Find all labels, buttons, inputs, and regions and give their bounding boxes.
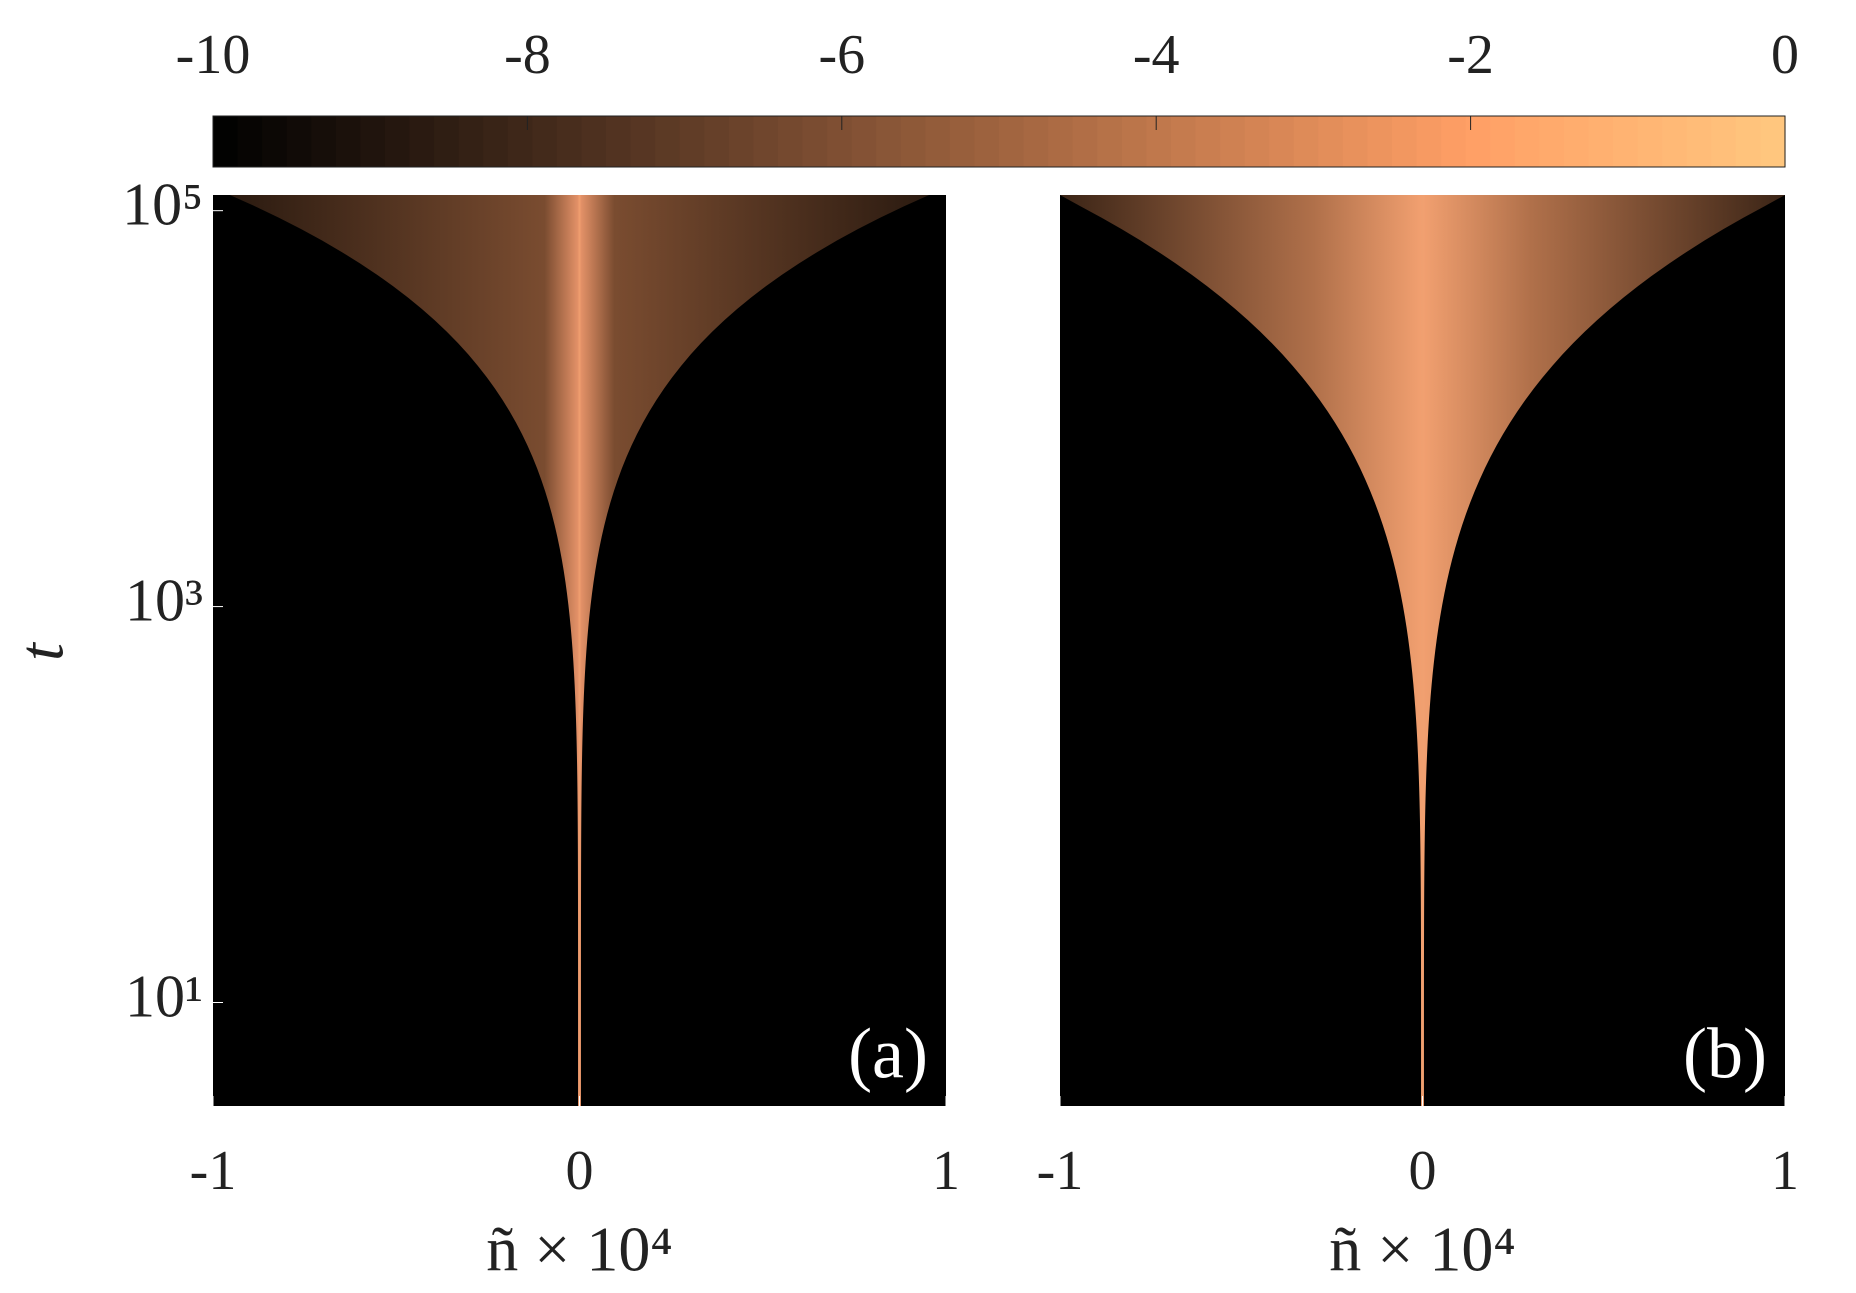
colorbar-cell	[1097, 116, 1123, 167]
colorbar-cell	[1072, 116, 1098, 167]
colorbar-cell	[1367, 116, 1393, 167]
colorbar-cell	[827, 116, 853, 167]
y-tick-label: 10³	[125, 567, 203, 633]
colorbar-cell	[655, 116, 681, 167]
colorbar-cell	[949, 116, 976, 167]
colorbar-cell	[851, 116, 877, 167]
colorbar-cell	[1293, 116, 1319, 167]
colorbar-tick-label: -6	[818, 24, 865, 86]
colorbar-cell	[679, 116, 705, 167]
colorbar-cell	[802, 116, 828, 167]
colorbar-cell	[1244, 116, 1270, 167]
colorbar-cell	[999, 116, 1025, 167]
colorbar-cell	[1318, 116, 1344, 167]
colorbar-cell	[213, 116, 239, 167]
colorbar-cell	[1637, 116, 1663, 167]
colorbar-tick-label: -4	[1133, 24, 1180, 86]
colorbar-cell	[434, 116, 460, 167]
colorbar-cell	[1170, 116, 1197, 167]
colorbar-cell	[335, 116, 361, 167]
y-tick-label: 10¹	[125, 963, 203, 1029]
panel-label: (a)	[848, 1014, 928, 1094]
colorbar-cell	[900, 116, 926, 167]
colorbar-cell	[483, 116, 509, 167]
colorbar-cell	[704, 116, 730, 167]
colorbar-cell	[532, 116, 558, 167]
x-axis-label: ñ × 10⁴	[486, 1214, 672, 1285]
colorbar-cell	[1686, 116, 1712, 167]
colorbar-cell	[360, 116, 386, 167]
colorbar-cell	[1416, 116, 1442, 167]
colorbar-cell	[606, 116, 632, 167]
colorbar-cell	[311, 116, 337, 167]
y-tick-label: 10⁵	[122, 171, 203, 237]
colorbar-cell	[286, 116, 312, 167]
colorbar-cell	[1760, 116, 1786, 167]
colorbar-cell	[1146, 116, 1172, 167]
x-tick-label: 1	[1771, 1140, 1799, 1202]
colorbar-cell	[925, 116, 951, 167]
colorbar-cell	[1465, 116, 1491, 167]
colorbar-cell	[1195, 116, 1221, 167]
colorbar-cell	[1220, 116, 1246, 167]
colorbar-cell	[384, 116, 411, 167]
colorbar-cell	[1735, 116, 1762, 167]
colorbar-cell	[630, 116, 656, 167]
colorbar-cell	[458, 116, 484, 167]
colorbar-cell	[1539, 116, 1565, 167]
x-tick-label: -1	[1037, 1140, 1084, 1202]
colorbar-cell	[556, 116, 583, 167]
x-tick-label: -1	[190, 1140, 237, 1202]
colorbar-cell	[237, 116, 263, 167]
x-tick-label: 0	[566, 1140, 594, 1202]
colorbar-cell	[1342, 116, 1369, 167]
y-axis-label: t	[6, 641, 77, 661]
colorbar-tick-label: -8	[504, 24, 551, 86]
colorbar-cell	[1441, 116, 1467, 167]
colorbar-cell	[1392, 116, 1418, 167]
colorbar-frame	[212, 115, 1786, 168]
colorbar-cell	[777, 116, 804, 167]
colorbar-cell	[1490, 116, 1516, 167]
colorbar-cell	[409, 116, 435, 167]
panel-label: (b)	[1683, 1014, 1767, 1094]
colorbar-cell	[1023, 116, 1049, 167]
colorbar-cell	[1269, 116, 1295, 167]
colorbar-cell	[1121, 116, 1147, 167]
colorbar-cell	[1711, 116, 1737, 167]
colorbar-tick-label: -10	[176, 24, 251, 86]
colorbar-cell	[1588, 116, 1614, 167]
colorbar-cell	[1613, 116, 1639, 167]
colorbar-cell	[262, 116, 288, 167]
colorbar-cell	[753, 116, 779, 167]
colorbar-cell	[876, 116, 902, 167]
colorbar-cell	[1662, 116, 1688, 167]
colorbar-tick-label: -2	[1447, 24, 1494, 86]
colorbar-cell	[507, 116, 533, 167]
x-tick-label: 0	[1409, 1140, 1437, 1202]
x-axis-label: ñ × 10⁴	[1329, 1214, 1515, 1285]
x-tick-label: 1	[932, 1140, 960, 1202]
colorbar-cell	[974, 116, 1000, 167]
colorbar-tick-label: 0	[1771, 24, 1799, 86]
colorbar-cell	[1514, 116, 1540, 167]
colorbar-cell	[1048, 116, 1074, 167]
colorbar-cell	[1563, 116, 1590, 167]
colorbar-cell	[728, 116, 754, 167]
colorbar-cell	[581, 116, 607, 167]
